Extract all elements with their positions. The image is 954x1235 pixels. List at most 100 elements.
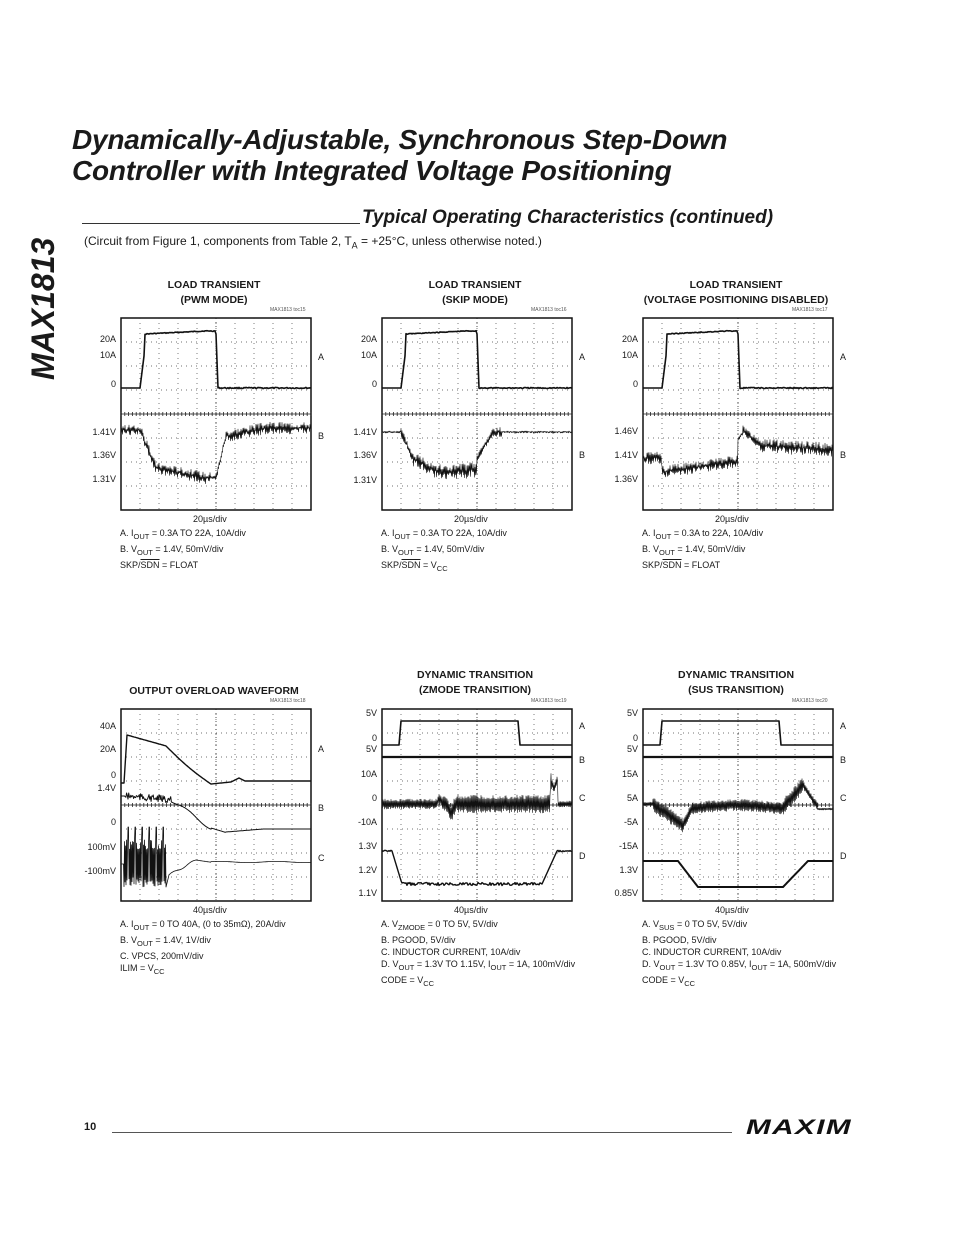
y-axis-label: -5A xyxy=(623,817,638,827)
graph-title-line: (ZMODE TRANSITION) xyxy=(419,684,531,696)
trace-b xyxy=(120,421,312,484)
channel-label: A xyxy=(318,352,325,362)
legend-line: SKP/SDN = VCC xyxy=(381,559,448,573)
graph-zmode-transition: DYNAMIC TRANSITION (ZMODE TRANSITION) MAX1… xyxy=(345,668,605,987)
figure-code: MAX1813 toc15 xyxy=(270,307,306,313)
legend-line: A. IOUT = 0 TO 40A, (0 to 35mΩ), 20A/div xyxy=(120,919,286,932)
channel-label: C xyxy=(840,793,847,803)
y-axis-label: 10A xyxy=(621,350,638,360)
graph-title-line: (PWM MODE) xyxy=(180,294,248,306)
graph-load-transient-pwm: LOAD TRANSIENT (PWM MODE) MAX1813 toc15 20A… xyxy=(84,278,344,578)
channel-label: B xyxy=(840,450,847,460)
channel-label: C xyxy=(579,793,586,803)
y-axis-label: 1.46V xyxy=(614,426,638,436)
legend-line: C. VPCS, 200mV/div xyxy=(120,950,204,961)
legend-line: D. VOUT = 1.3V TO 0.85V, IOUT = 1A, 500m… xyxy=(642,958,837,972)
y-axis-label: -10A xyxy=(357,817,377,827)
y-axis-label: 20A xyxy=(621,334,638,344)
y-axis-label: 1.41V xyxy=(353,427,377,437)
y-axis-label: 20A xyxy=(99,334,116,344)
trace-c xyxy=(642,778,834,833)
y-axis-label: 1.4V xyxy=(97,783,116,793)
scope-center-axes xyxy=(120,709,312,901)
side-part-number-text: MAX1813 xyxy=(25,238,61,381)
legend-line: D. VOUT = 1.3V TO 1.15V, IOUT = 1A, 100m… xyxy=(381,958,576,972)
y-axis-label: 0 xyxy=(110,817,116,827)
graph-title-line: OUTPUT OVERLOAD WAVEFORM xyxy=(129,685,299,697)
legend-line: B. VOUT = 1.4V, 50mV/div xyxy=(642,543,746,557)
channel-label: A xyxy=(579,352,586,362)
y-axis-label: 0 xyxy=(371,733,377,743)
legend-line: SKP/SDN = FLOAT xyxy=(120,559,199,570)
channel-label: B xyxy=(318,431,325,441)
figure-code: MAX1813 toc17 xyxy=(792,307,828,313)
legend-line: CODE = VCC xyxy=(642,974,696,988)
y-axis-label: 40A xyxy=(99,721,116,731)
footer-rule xyxy=(112,1132,732,1133)
graph-title: DYNAMIC TRANSITION (SUS TRANSITION) xyxy=(606,668,866,698)
title-line-2: Controller with Integrated Voltage Posit… xyxy=(72,155,672,186)
time-base-label: 20µs/div xyxy=(715,514,749,524)
graph-title-line: (SKIP MODE) xyxy=(442,294,508,306)
graph-title-line: (SUS TRANSITION) xyxy=(688,684,784,696)
section-rule xyxy=(82,223,360,224)
channel-label: A xyxy=(840,352,847,362)
maxim-logo: MAXIM xyxy=(744,1116,856,1143)
legend-line: B. VOUT = 1.4V, 50mV/div xyxy=(120,543,224,557)
y-axis-label: 5V xyxy=(365,708,377,718)
circuit-note: (Circuit from Figure 1, components from … xyxy=(84,234,542,251)
channel-label: D xyxy=(579,851,586,861)
channel-label: B xyxy=(840,755,847,765)
y-axis-label: 5V xyxy=(626,744,638,754)
oscilloscope-screen xyxy=(642,708,834,902)
channel-label: A xyxy=(318,744,325,754)
y-axis-label: 0 xyxy=(371,379,377,389)
y-axis-label: 1.36V xyxy=(614,474,638,484)
legend-line: B. PGOOD, 5V/div xyxy=(381,934,456,945)
oscilloscope-screen xyxy=(381,708,573,902)
legend-line: C. INDUCTOR CURRENT, 10A/div xyxy=(381,946,521,957)
trace-a xyxy=(121,734,311,785)
trace-a xyxy=(643,329,834,390)
graph-load-transient-vp-disabled: LOAD TRANSIENT (VOLTAGE POSITIONING DISAB… xyxy=(606,278,866,578)
trace-d xyxy=(381,849,572,887)
trace-b xyxy=(381,427,573,480)
y-axis-label: 0 xyxy=(110,770,116,780)
legend-line: CODE = VCC xyxy=(381,974,435,988)
channel-label: C xyxy=(318,853,325,863)
maxim-logo-text: MAXIM xyxy=(746,1116,852,1138)
oscilloscope-screen xyxy=(381,317,573,511)
section-title: Typical Operating Characteristics (conti… xyxy=(362,207,774,228)
y-axis-label: 0 xyxy=(632,379,638,389)
legend-line: A. IOUT = 0.3A TO 22A, 10A/div xyxy=(120,528,246,541)
time-base-label: 20µs/div xyxy=(454,514,488,524)
channel-label: A xyxy=(579,721,586,731)
y-axis-label: -100mV xyxy=(84,866,116,876)
oscilloscope-screen xyxy=(120,708,312,902)
y-axis-label: 0 xyxy=(371,793,377,803)
trace-a xyxy=(382,720,572,746)
y-axis-label: 1.31V xyxy=(353,475,377,485)
y-axis-label: 5V xyxy=(626,708,638,718)
y-axis-label: 5A xyxy=(626,793,638,803)
y-axis-label: 5V xyxy=(365,744,377,754)
channel-label: A xyxy=(840,721,847,731)
trace-legend: A. VSUS = 0 TO 5V, 5V/div B. PGOOD, 5V/di… xyxy=(642,918,836,989)
legend-line: B. VOUT = 1.4V, 1V/div xyxy=(120,934,211,948)
legend-line: A. VSUS = 0 TO 5V, 5V/div xyxy=(642,919,748,932)
y-axis-label: 1.31V xyxy=(92,474,116,484)
y-axis-label: 1.36V xyxy=(92,450,116,460)
channel-label: D xyxy=(840,851,847,861)
graph-output-overload: OUTPUT OVERLOAD WAVEFORM MAX1813 toc18 40A… xyxy=(84,668,344,978)
y-axis-label: 1.3V xyxy=(619,865,638,875)
graph-title: LOAD TRANSIENT (VOLTAGE POSITIONING DISAB… xyxy=(606,278,866,308)
trace-a xyxy=(643,720,833,746)
trace-a xyxy=(121,329,312,390)
legend-line: C. INDUCTOR CURRENT, 10A/div xyxy=(642,946,782,957)
legend-line: B. VOUT = 1.4V, 50mV/div xyxy=(381,543,485,557)
y-axis-label: 0.85V xyxy=(614,888,638,898)
trace-legend: A. IOUT = 0 TO 40A, (0 to 35mΩ), 20A/div… xyxy=(120,918,286,977)
trace-d xyxy=(643,860,833,888)
scope-center-axes xyxy=(381,318,573,510)
trace-b xyxy=(121,792,311,833)
